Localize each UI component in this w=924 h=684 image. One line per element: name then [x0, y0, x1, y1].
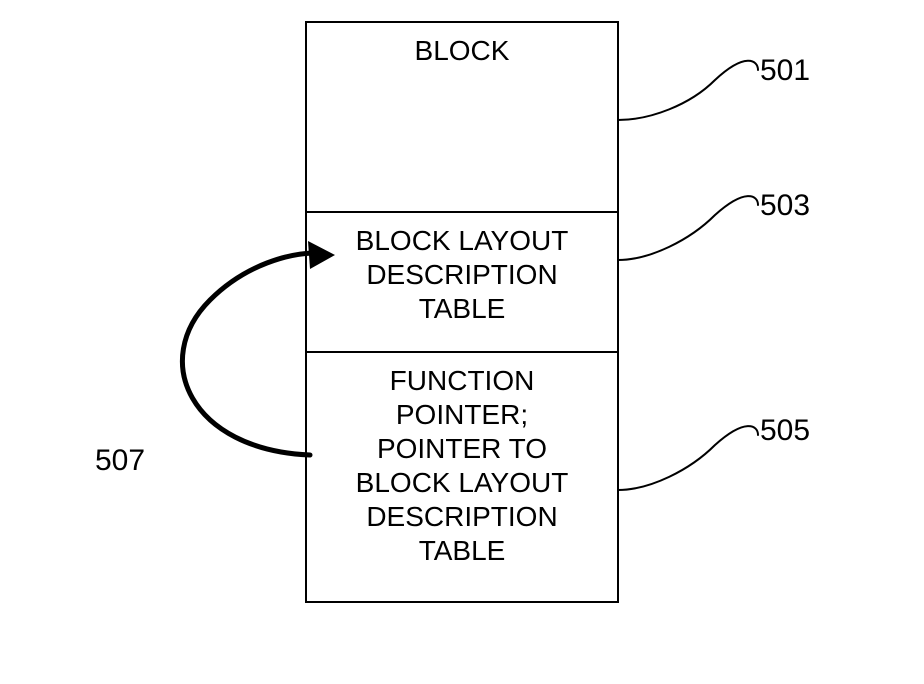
function-pointer-label-line-1: POINTER;: [396, 399, 528, 430]
layout-table-label-line-2: TABLE: [419, 293, 506, 324]
canvas-background: [0, 0, 924, 684]
layout-table-label-line-0: BLOCK LAYOUT: [356, 225, 569, 256]
ref-503-label: 503: [760, 189, 810, 222]
ref-505-label: 505: [760, 414, 810, 447]
function-pointer-label-line-3: BLOCK LAYOUT: [356, 467, 569, 498]
block-label-line-0: BLOCK: [415, 35, 510, 66]
ref-507-label: 507: [95, 444, 145, 477]
block-label: BLOCK: [415, 35, 510, 66]
function-pointer-label-line-0: FUNCTION: [390, 365, 535, 396]
function-pointer-label-line-5: TABLE: [419, 535, 506, 566]
layout-table-label-line-1: DESCRIPTION: [366, 259, 557, 290]
ref-501-label: 501: [760, 54, 810, 87]
function-pointer-label-line-4: DESCRIPTION: [366, 501, 557, 532]
function-pointer-label-line-2: POINTER TO: [377, 433, 547, 464]
